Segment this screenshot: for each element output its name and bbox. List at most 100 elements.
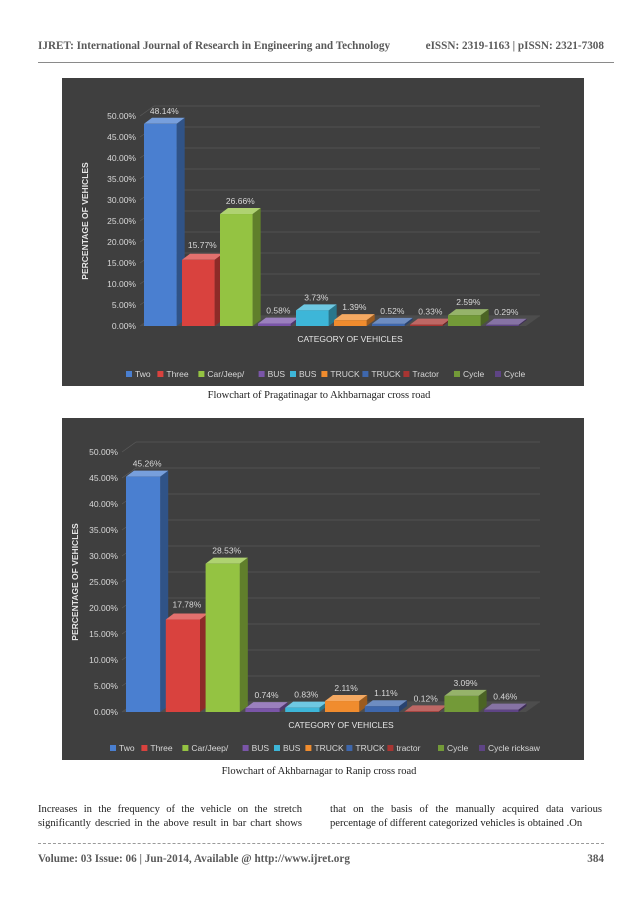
bar-top <box>444 689 487 696</box>
legend-label: BUS <box>283 743 301 753</box>
y-axis-title: PERCENTAGE OF VEHICLES <box>70 523 80 641</box>
bar-side <box>478 689 487 712</box>
bar-side <box>518 703 527 712</box>
bar-side <box>366 314 375 326</box>
bar <box>220 214 253 326</box>
y-tick-label: 30.00% <box>89 551 118 561</box>
bar <box>404 711 439 712</box>
y-tick-label: 20.00% <box>107 237 136 247</box>
legend-swatch <box>438 745 444 751</box>
journal-title: IJRET: International Journal of Research… <box>38 40 391 52</box>
chart2-caption: Flowchart of Akhbarnagar to Ranip cross … <box>221 766 417 777</box>
bar-side <box>404 317 413 326</box>
bar-top <box>245 702 288 709</box>
bar <box>144 123 177 326</box>
data-label: 0.33% <box>418 307 443 317</box>
legend-label: Cycle <box>504 369 526 379</box>
bar <box>296 310 329 326</box>
bar <box>325 701 360 712</box>
legend-label: BUS <box>299 369 317 379</box>
data-label: 48.14% <box>150 106 179 116</box>
legend-swatch <box>321 371 328 377</box>
legend-label: Tractor <box>412 369 439 379</box>
y-tick-label: 50.00% <box>107 111 136 121</box>
y-tick-label: 0.00% <box>112 321 137 331</box>
body-text-left: Increases in the frequency of the vehicl… <box>38 804 302 829</box>
legend-swatch <box>290 371 296 377</box>
bar <box>484 709 519 712</box>
bar-top <box>486 318 527 325</box>
bar <box>182 259 215 326</box>
chart2-svg: 0.00% 5.00% 10.00% 15.00% 20.00% 25.00% 30.00%… <box>70 441 541 753</box>
bar <box>334 320 367 326</box>
chart-akhbarnagar-ranip: 0.00% 5.00% 10.00% 15.00% 20.00% 25.00% 30.00%… <box>62 418 584 760</box>
legend-swatch <box>454 371 460 377</box>
data-label: 0.83% <box>294 690 319 700</box>
bar <box>364 706 400 712</box>
bar-top <box>404 705 447 712</box>
legend-swatch <box>495 371 501 377</box>
y-tick-label: 50.00% <box>89 447 118 457</box>
y-tick-label: 25.00% <box>89 577 118 587</box>
bar <box>372 323 405 326</box>
legend-label: Three <box>166 369 188 379</box>
data-label: 0.46% <box>493 692 518 702</box>
y-tick-label: 5.00% <box>94 681 119 691</box>
y-tick-label: 40.00% <box>107 153 136 163</box>
gridline-depth <box>121 467 137 479</box>
bar-side <box>359 695 368 712</box>
data-label: 2.11% <box>334 683 358 693</box>
bar-top <box>205 557 248 564</box>
bar-top <box>165 613 209 620</box>
legend-label: TRUCK <box>314 743 344 753</box>
legend-swatch <box>274 745 280 751</box>
header-rule <box>38 62 614 63</box>
gridline-depth <box>139 105 155 117</box>
legend-label: Car/Jeep/ <box>191 743 228 753</box>
y-tick-label: 40.00% <box>89 499 118 509</box>
data-label: 0.74% <box>254 690 279 700</box>
legend-label: Two <box>135 369 151 379</box>
data-label: 0.52% <box>380 306 405 316</box>
issn-text: eISSN: 2319-1163 | pISSN: 2321-7308 <box>425 40 604 52</box>
y-tick-label: 35.00% <box>89 525 118 535</box>
y-tick-label: 20.00% <box>89 603 118 613</box>
bar-side <box>279 702 288 712</box>
bar-top <box>372 317 413 324</box>
bar-top <box>410 318 451 325</box>
data-label: 0.12% <box>414 693 439 703</box>
y-tick-label: 10.00% <box>89 655 118 665</box>
bar-top <box>220 208 261 215</box>
y-axis-title: PERCENTAGE OF VEHICLES <box>80 162 90 280</box>
bar-top <box>258 317 299 324</box>
data-label: 1.11% <box>374 688 398 698</box>
bar-side <box>518 318 527 326</box>
bar-top <box>334 314 375 321</box>
y-tick-label: 10.00% <box>107 279 136 289</box>
bar-top <box>285 701 328 708</box>
y-tick-label: 35.00% <box>107 174 136 184</box>
bar <box>486 324 519 326</box>
body-text-right: that on the basis of the manually acquir… <box>330 804 602 829</box>
y-tick-label: 30.00% <box>107 195 136 205</box>
legend-swatch <box>182 745 189 751</box>
volume-info: Volume: 03 Issue: 06 | Jun-2014, Availab… <box>38 853 350 865</box>
bar <box>410 324 443 326</box>
legend-swatch <box>305 745 312 751</box>
legend-label: Two <box>119 743 135 753</box>
bar-side <box>239 557 248 712</box>
bar <box>258 323 291 326</box>
data-label: 0.29% <box>494 307 519 317</box>
bar-top <box>296 304 337 311</box>
y-tick-label: 45.00% <box>107 132 136 142</box>
bar <box>165 619 201 712</box>
legend-label: BUS <box>268 369 286 379</box>
bar <box>245 708 280 712</box>
legend-swatch <box>141 745 148 751</box>
bar <box>444 695 479 712</box>
legend-swatch <box>110 745 116 751</box>
legend-swatch <box>126 371 132 377</box>
y-tick-label: 25.00% <box>107 216 136 226</box>
page-header: IJRET: International Journal of Research… <box>38 40 604 56</box>
legend-swatch <box>362 371 369 377</box>
